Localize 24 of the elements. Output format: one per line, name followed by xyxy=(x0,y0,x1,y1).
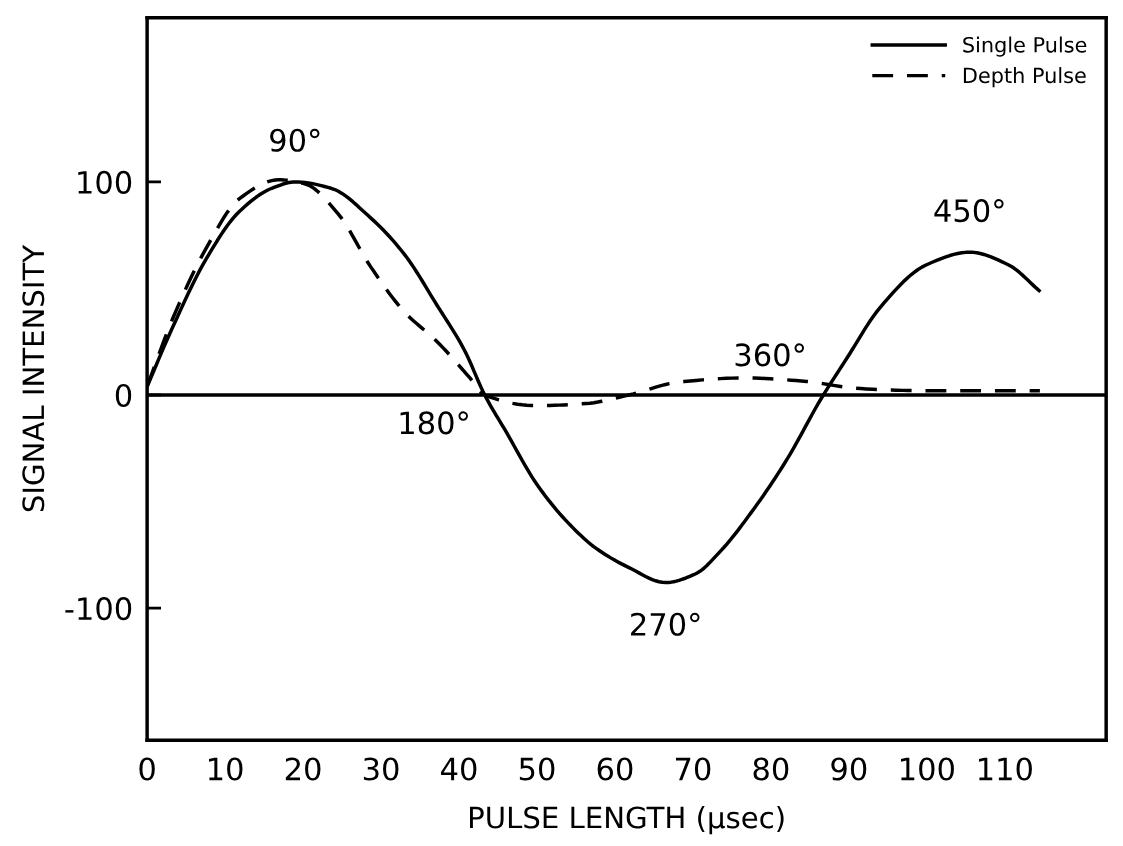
annotation: 180° xyxy=(400,411,468,435)
x-axis-title: PULSE LENGTH (μsec) xyxy=(470,805,784,835)
y-tick-label: 0 xyxy=(115,383,132,408)
annotation: 90° xyxy=(270,128,320,152)
x-tick-label: 60 xyxy=(597,757,633,781)
x-tick-label: 40 xyxy=(441,757,477,781)
annotation: 360° xyxy=(735,343,804,367)
legend-label: Depth Pulse xyxy=(963,67,1086,88)
x-tick-label: 100 xyxy=(901,757,954,781)
x-tick-label: 80 xyxy=(753,757,789,781)
x-tick-label: 0 xyxy=(139,757,155,781)
annotation: 270° xyxy=(631,612,700,636)
x-tick-label: 70 xyxy=(675,757,711,781)
x-tick-label: 90 xyxy=(831,757,867,781)
x-tick-label: 30 xyxy=(363,757,399,781)
x-tick-label: 10 xyxy=(209,757,243,781)
y-tick-label: 100 xyxy=(78,170,132,194)
y-axis-title: SIGNAL INTENSITY xyxy=(22,244,45,512)
legend-label: Single Pulse xyxy=(963,36,1087,57)
x-tick-label: 50 xyxy=(519,757,555,781)
annotation: 450° xyxy=(934,199,1004,223)
x-tick-label: 110 xyxy=(978,757,1032,781)
x-tick-label: 20 xyxy=(285,757,321,781)
y-tick-label: -100 xyxy=(65,597,132,621)
